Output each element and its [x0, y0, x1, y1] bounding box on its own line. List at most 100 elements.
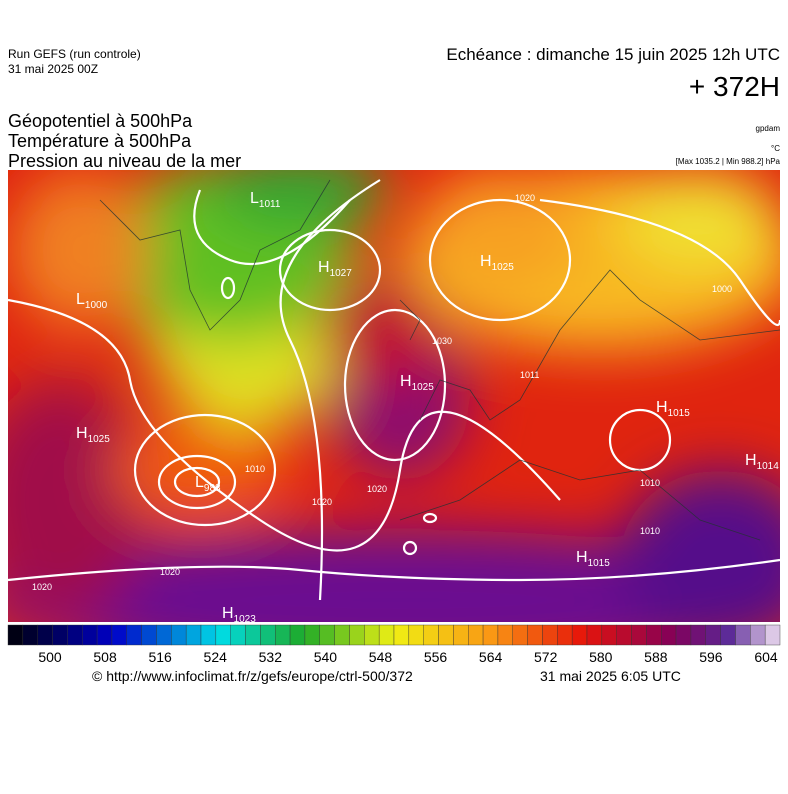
- center-value: 1025: [412, 382, 435, 393]
- footer-time: 31 mai 2025 6:05 UTC: [540, 668, 681, 684]
- colorbar-swatch: [393, 624, 410, 646]
- isobar-label: 1010: [245, 464, 265, 474]
- center-value: 1023: [234, 614, 257, 625]
- colorbar-tick-label: 540: [314, 649, 338, 665]
- center-value: 1015: [668, 408, 691, 419]
- colorbar-swatch: [37, 624, 53, 646]
- center-letter: L: [76, 291, 85, 308]
- center-letter: H: [76, 425, 88, 442]
- colorbar-tick-label: 548: [369, 649, 393, 665]
- colorbar-swatch: [468, 624, 484, 646]
- colorbar-swatch: [378, 624, 395, 646]
- center-value: 1025: [88, 434, 111, 445]
- colorbar-swatch: [705, 624, 721, 646]
- run-label: Run GEFS (run controle): [8, 47, 141, 61]
- colorbar-swatch: [126, 624, 142, 646]
- isobar-label: 1020: [160, 567, 180, 577]
- title-geopotential: Géopotentiel à 500hPa: [8, 111, 193, 131]
- colorbar-swatch: [215, 624, 231, 646]
- colorbar-tick-label: 564: [479, 649, 503, 665]
- center-letter: L: [195, 474, 204, 491]
- colorbar-swatch: [675, 624, 692, 646]
- pressure-center: H1014: [745, 452, 779, 472]
- colorbar-swatch: [601, 624, 617, 646]
- colorbar-swatch: [67, 624, 83, 646]
- colorbar-swatch: [527, 624, 543, 646]
- center-letter: H: [745, 452, 757, 469]
- colorbar-swatch: [22, 624, 38, 646]
- pressure-center: L988: [195, 474, 221, 494]
- center-letter: L: [250, 190, 259, 207]
- center-value: 1000: [85, 300, 108, 311]
- colorbar-tick-label: 596: [699, 649, 723, 665]
- colorbar-swatch: [571, 624, 588, 646]
- colorbar-tick-label: 572: [534, 649, 558, 665]
- unit-geopotential: gpdam: [756, 124, 781, 133]
- colorbar-swatch: [334, 624, 350, 646]
- isobar-label: 1011: [520, 370, 539, 380]
- colorbar-tick-label: 580: [589, 649, 613, 665]
- unit-pressure: [Max 1035.2 | Min 988.2] hPa: [676, 157, 781, 166]
- colorbar-swatch: [453, 624, 469, 646]
- colorbar-swatch: [171, 624, 187, 646]
- center-value: 1011: [259, 199, 281, 210]
- center-letter: H: [400, 373, 412, 390]
- pressure-center: H1025: [400, 373, 434, 393]
- colorbar-swatch: [96, 624, 113, 646]
- isobar-label: 1030: [432, 336, 452, 346]
- colorbar-swatch: [82, 624, 98, 646]
- isobar-label: 1020: [312, 497, 332, 507]
- colorbar-swatch: [497, 624, 513, 646]
- colorbar-swatch: [586, 624, 603, 646]
- colorbar-swatch: [349, 624, 365, 646]
- pressure-center: H1025: [76, 425, 110, 445]
- colorbar-swatch: [764, 624, 781, 646]
- colorbar-swatch: [7, 624, 24, 646]
- pressure-center: H1025: [480, 253, 514, 273]
- colorbar-swatch: [230, 624, 246, 646]
- colorbar-tick-label: 516: [148, 649, 172, 665]
- colorbar-swatch: [364, 624, 380, 646]
- isobar-label: 1010: [640, 478, 660, 488]
- run-date: 31 mai 2025 00Z: [8, 62, 98, 76]
- colorbar-swatch: [275, 624, 291, 646]
- colorbar-tick-label: 500: [38, 649, 62, 665]
- colorbar-swatch: [185, 624, 202, 646]
- colorbar-swatch: [616, 624, 632, 646]
- colorbar: 500 508 516 524 532 540 548 556 564 572 580 588 596 6…: [7, 624, 781, 665]
- colorbar-swatch: [690, 624, 706, 646]
- center-letter: H: [480, 253, 492, 270]
- pressure-center: H1027: [318, 259, 352, 279]
- colorbar-tick-label: 532: [259, 649, 283, 665]
- center-letter: H: [318, 259, 330, 276]
- title-pressure: Pression au niveau de la mer: [8, 151, 241, 171]
- colorbar-swatch: [200, 624, 217, 646]
- colorbar-swatch: [661, 624, 677, 646]
- colorbar-swatch: [646, 624, 662, 646]
- colorbar-swatch: [557, 624, 573, 646]
- colorbar-swatch: [319, 624, 335, 646]
- colorbar-swatch: [735, 624, 751, 646]
- colorbar-swatch: [52, 624, 68, 646]
- colorbar-swatch: [750, 624, 766, 646]
- colorbar-swatch: [111, 624, 127, 646]
- forecast-time: Echéance : dimanche 15 juin 2025 12h UTC: [446, 45, 780, 64]
- pressure-center: H1023: [222, 605, 256, 625]
- footer-url: © http://www.infoclimat.fr/z/gefs/europe…: [92, 668, 413, 684]
- colorbar-swatch: [631, 624, 647, 646]
- center-value: 988: [204, 483, 221, 494]
- center-value: 1025: [492, 262, 515, 273]
- colorbar-tick-label: 604: [754, 649, 778, 665]
- colorbar-swatch: [408, 624, 424, 646]
- isobar-label: 1010: [640, 526, 660, 536]
- colorbar-swatch: [156, 624, 172, 646]
- center-letter: H: [222, 605, 234, 622]
- colorbar-swatch: [438, 624, 454, 646]
- colorbar-tick-label: 524: [204, 649, 228, 665]
- center-value: 1027: [330, 268, 353, 279]
- title-temperature: Température à 500hPa: [8, 131, 192, 151]
- colorbar-swatch: [482, 624, 499, 646]
- colorbar-swatch: [304, 624, 320, 646]
- colorbar-swatch: [245, 624, 261, 646]
- center-value: 1014: [757, 461, 780, 472]
